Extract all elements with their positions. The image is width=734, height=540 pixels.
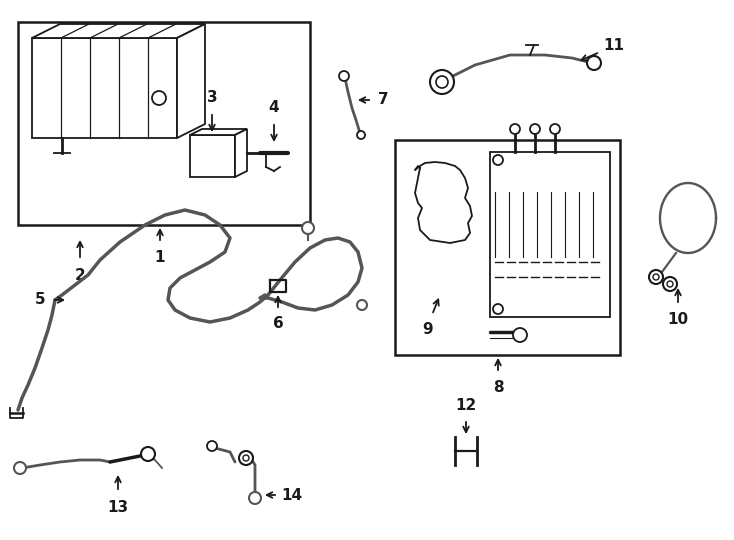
Circle shape — [649, 270, 663, 284]
Polygon shape — [235, 129, 247, 177]
Polygon shape — [190, 129, 247, 135]
Text: 12: 12 — [455, 397, 476, 413]
Circle shape — [357, 131, 365, 139]
Text: 9: 9 — [423, 322, 433, 338]
Text: 6: 6 — [272, 316, 283, 332]
Bar — [395, 140, 620, 355]
Bar — [490, 152, 610, 317]
Circle shape — [493, 304, 503, 314]
Circle shape — [243, 455, 249, 461]
Circle shape — [510, 124, 520, 134]
Bar — [18, 22, 310, 225]
Circle shape — [667, 281, 673, 287]
Circle shape — [513, 328, 527, 342]
Text: 11: 11 — [603, 38, 625, 53]
Text: 14: 14 — [281, 488, 302, 503]
Circle shape — [436, 76, 448, 88]
Text: 5: 5 — [34, 293, 46, 307]
Circle shape — [339, 71, 349, 81]
Text: 4: 4 — [269, 99, 280, 114]
Circle shape — [302, 222, 314, 234]
Circle shape — [207, 441, 217, 451]
Circle shape — [357, 300, 367, 310]
Text: 13: 13 — [107, 501, 128, 516]
Text: 1: 1 — [155, 249, 165, 265]
Circle shape — [239, 451, 253, 465]
Text: 3: 3 — [207, 90, 217, 105]
Polygon shape — [190, 135, 235, 177]
Polygon shape — [177, 24, 205, 138]
Text: 8: 8 — [493, 380, 504, 395]
Circle shape — [141, 447, 155, 461]
Circle shape — [249, 492, 261, 504]
Text: 7: 7 — [378, 92, 388, 107]
Text: 2: 2 — [75, 267, 85, 282]
Circle shape — [653, 274, 659, 280]
Text: 10: 10 — [667, 313, 688, 327]
Circle shape — [430, 70, 454, 94]
Circle shape — [530, 124, 540, 134]
Circle shape — [550, 124, 560, 134]
Polygon shape — [32, 24, 205, 38]
Circle shape — [663, 277, 677, 291]
Circle shape — [587, 56, 601, 70]
Polygon shape — [32, 38, 177, 138]
Circle shape — [14, 462, 26, 474]
Circle shape — [493, 155, 503, 165]
